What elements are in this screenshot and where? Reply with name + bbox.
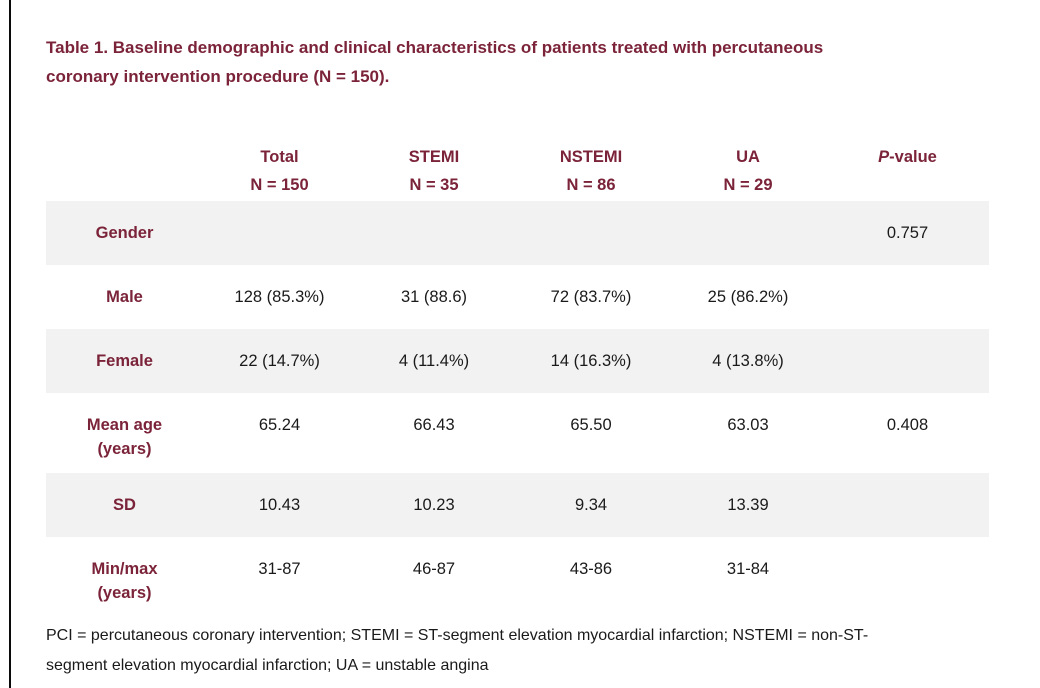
cell-nstemi: 72 (83.7%) [550, 288, 632, 306]
table-row-gender: Gender 0.757 [46, 201, 989, 265]
cell-nstemi: 9.34 [574, 496, 608, 514]
table-row-min-max: Min/max (years) 31-87 46-87 43-86 31-84 [46, 537, 989, 617]
table-footnote: PCI = percutaneous coronary intervention… [46, 621, 994, 681]
row-label: Male [106, 288, 143, 306]
cell-total: 65.24 [258, 416, 301, 434]
cell-stemi: 31 (88.6) [400, 288, 468, 306]
cell-ua: 31-84 [726, 560, 770, 578]
cell-stemi: 10.23 [413, 496, 455, 514]
cell-stemi [356, 201, 512, 265]
column-sublabel: N = 150 [250, 176, 309, 194]
column-header-ua: UA N = 29 [670, 141, 826, 201]
column-label: UA [736, 148, 760, 166]
page-content: Table 1. Baseline demographic and clinic… [46, 33, 994, 681]
table-title: Table 1. Baseline demographic and clinic… [46, 38, 824, 86]
row-label: Mean age (years) [86, 416, 163, 458]
cell-pvalue: 0.408 [886, 416, 929, 434]
column-header-stemi: STEMI N = 35 [356, 141, 512, 201]
cell-ua: 25 (86.2%) [707, 288, 789, 306]
column-sublabel: N = 29 [723, 176, 773, 194]
cell-nstemi: 14 (16.3%) [550, 352, 632, 370]
column-header-pvalue: P-value [826, 141, 989, 201]
table-row-female: Female 22 (14.7%) 4 (11.4%) 14 (16.3%) 4… [46, 329, 989, 393]
cell-total [203, 201, 356, 265]
column-sublabel: N = 35 [409, 176, 459, 194]
footnote-line-2: segment elevation myocardial infarction;… [46, 657, 489, 674]
table-row-mean-age: Mean age (years) 65.24 66.43 65.50 63.03… [46, 393, 989, 473]
cell-pvalue [826, 265, 989, 329]
cell-total: 31-87 [258, 560, 301, 578]
row-label: Min/max (years) [91, 560, 158, 602]
row-label: SD [113, 496, 136, 514]
cell-ua: 4 (13.8%) [712, 352, 784, 370]
cell-stemi: 66.43 [413, 416, 455, 434]
cell-pvalue [826, 329, 989, 393]
cell-pvalue [826, 473, 989, 537]
row-label: Gender [95, 224, 154, 242]
cell-nstemi: 65.50 [570, 416, 612, 434]
column-header-empty [46, 141, 203, 201]
table-row-male: Male 128 (85.3%) 31 (88.6) 72 (83.7%) 25… [46, 265, 989, 329]
cell-nstemi: 43-86 [569, 560, 613, 578]
cell-pvalue: 0.757 [886, 224, 929, 242]
footnote-line-1: PCI = percutaneous coronary intervention… [46, 627, 869, 644]
row-label: Female [96, 352, 153, 370]
cell-ua [670, 201, 826, 265]
cell-total: 22 (14.7%) [239, 352, 320, 370]
column-header-total: Total N = 150 [203, 141, 356, 201]
column-label: STEMI [408, 148, 460, 166]
cell-pvalue [826, 537, 989, 617]
column-header-nstemi: NSTEMI N = 86 [512, 141, 670, 201]
cell-ua: 63.03 [727, 416, 769, 434]
cell-ua: 13.39 [727, 496, 769, 514]
page-edge-line [9, 0, 11, 688]
cell-total: 10.43 [258, 496, 301, 514]
column-sublabel: N = 86 [566, 176, 616, 194]
demographics-table: Total N = 150 STEMI N = 35 NSTEMI N = 86… [46, 141, 989, 617]
table-header-row: Total N = 150 STEMI N = 35 NSTEMI N = 86… [46, 141, 989, 201]
table-row-sd: SD 10.43 10.23 9.34 13.39 [46, 473, 989, 537]
cell-nstemi [512, 201, 670, 265]
cell-stemi: 4 (11.4%) [398, 352, 470, 370]
cell-stemi: 46-87 [412, 560, 456, 578]
column-label: NSTEMI [559, 148, 623, 166]
cell-total: 128 (85.3%) [234, 288, 325, 306]
column-label: Total [260, 148, 299, 166]
column-label: P-value [878, 148, 937, 166]
